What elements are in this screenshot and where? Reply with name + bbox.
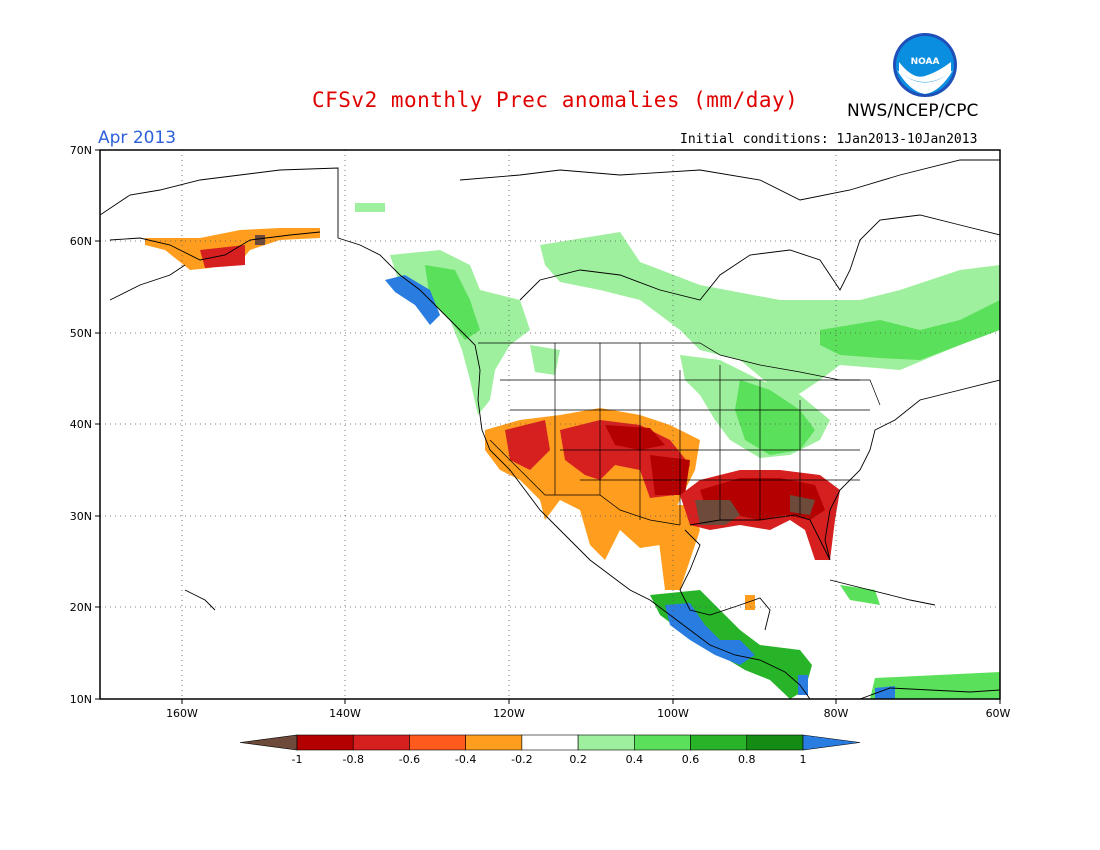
noaa-logo-text: NOAA — [911, 57, 940, 67]
axis-ticks — [95, 149, 1001, 704]
anomaly-eastern-canada-mid — [820, 300, 1000, 360]
lon-label: 100W — [657, 707, 689, 720]
colorbar: -1 -0.8 -0.6 -0.4 -0.2 0.2 0.4 0.6 0.8 1 — [239, 734, 861, 766]
lat-label: 60N — [70, 235, 92, 248]
colorbar-swatch — [746, 734, 804, 751]
anomaly-ohio-mid — [735, 380, 815, 455]
lat-label: 40N — [70, 418, 92, 431]
anomaly-bc-mid — [425, 265, 480, 340]
colorbar-swatch — [577, 734, 635, 751]
lon-label: 140W — [329, 707, 361, 720]
border-us-states — [500, 343, 870, 525]
anomaly-mexico-blue — [665, 603, 755, 665]
coast-hawaii — [184, 589, 216, 611]
lat-label: 10N — [70, 693, 92, 706]
anomaly-yucatan-orange — [745, 595, 755, 610]
colorbar-swatch — [634, 734, 691, 751]
anomaly-field — [145, 203, 1000, 699]
colorbar-swatch — [409, 734, 466, 751]
anomaly-colorado-dark-red — [605, 425, 665, 450]
noaa-logo: NOAA — [893, 33, 957, 97]
map-title: CFSv2 monthly Prec anomalies (mm/day) — [312, 88, 799, 112]
anomaly-venezuela-blue — [875, 686, 895, 699]
initial-conditions-label: Initial conditions: 1Jan2013-10Jan2013 — [680, 132, 978, 147]
anomaly-georgia-brown — [790, 495, 815, 515]
lat-label: 50N — [70, 327, 92, 340]
graticule — [100, 150, 1000, 699]
lon-label: 80W — [824, 707, 849, 720]
lon-label: 120W — [493, 707, 525, 720]
anomaly-texas-coast-orange — [655, 505, 700, 590]
coast-south-america — [859, 687, 1000, 699]
anomaly-louisiana-brown — [695, 500, 740, 525]
colorbar-swatch — [465, 734, 523, 751]
anomaly-oklahoma-dark-red — [650, 455, 690, 495]
colorbar-label: -1 — [292, 753, 303, 766]
colorbar-arrow-low — [239, 734, 298, 751]
coast-alaska-south — [109, 231, 321, 261]
lon-label: 160W — [166, 707, 198, 720]
coast-arctic — [459, 159, 1000, 201]
colorbar-swatch — [521, 734, 579, 751]
lon-label: 60W — [986, 707, 1011, 720]
border-us-canada — [478, 342, 881, 406]
colorbar-swatch — [352, 734, 410, 751]
political-borders — [478, 342, 881, 526]
coast-gulf-mexico — [679, 529, 771, 631]
colorbar-label: 0.2 — [569, 753, 587, 766]
colorbar-label: 1 — [800, 753, 807, 766]
anomaly-patch-arctic — [355, 203, 385, 212]
colorbar-label: -0.4 — [455, 753, 476, 766]
colorbar-label: 0.8 — [738, 753, 756, 766]
colorbar-arrow-high — [802, 734, 861, 751]
coast-atlantic — [689, 379, 1000, 561]
longitude-labels: 160W 140W 120W 100W 80W 60W — [166, 707, 1010, 720]
lat-label: 70N — [70, 144, 92, 157]
coast-caribbean-islands — [829, 579, 936, 606]
org-label: NWS/NCEP/CPC — [847, 101, 979, 121]
colorbar-swatch — [690, 734, 748, 751]
colorbar-label: 0.4 — [626, 753, 644, 766]
lat-label: 20N — [70, 601, 92, 614]
latitude-labels: 70N 60N 50N 40N 30N 20N 10N — [70, 144, 92, 706]
anomaly-panama-blue — [798, 675, 808, 695]
lat-label: 30N — [70, 510, 92, 523]
coast-alaska-north — [100, 167, 339, 238]
anomaly-montana-light — [530, 345, 560, 375]
colorbar-label: -0.6 — [399, 753, 420, 766]
colorbar-swatch — [296, 734, 354, 751]
anomaly-bc-coast-blue — [385, 275, 440, 325]
coastlines — [100, 159, 1000, 699]
coast-aleutians — [109, 264, 186, 301]
anomaly-alaska-brown — [255, 235, 265, 245]
colorbar-label: -0.2 — [511, 753, 532, 766]
colorbar-label: 0.6 — [682, 753, 700, 766]
anomaly-california-red — [505, 420, 550, 470]
coast-pacific — [337, 237, 811, 699]
colorbar-label: -0.8 — [342, 753, 363, 766]
anomaly-alaska-red — [200, 245, 245, 268]
month-label: Apr 2013 — [98, 128, 177, 148]
coast-hudson-bay — [519, 214, 1000, 301]
